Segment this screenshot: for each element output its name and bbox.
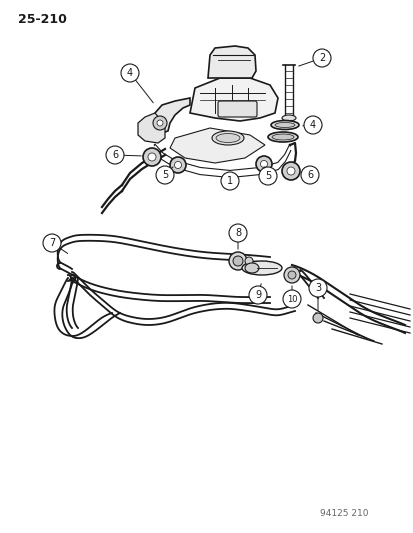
Text: 4: 4 (127, 68, 133, 78)
Text: 1: 1 (226, 176, 233, 186)
Text: 8: 8 (234, 228, 240, 238)
Text: 25-210: 25-210 (18, 13, 67, 26)
Ellipse shape (211, 131, 243, 145)
Ellipse shape (242, 261, 281, 275)
Text: 9: 9 (254, 290, 261, 300)
Circle shape (43, 234, 61, 252)
Circle shape (312, 49, 330, 67)
Circle shape (121, 64, 139, 82)
Polygon shape (150, 98, 190, 133)
Circle shape (106, 146, 124, 164)
Circle shape (255, 156, 271, 172)
Polygon shape (138, 113, 165, 143)
Text: 7: 7 (49, 238, 55, 248)
Ellipse shape (267, 132, 297, 142)
Ellipse shape (274, 123, 294, 127)
Text: 2: 2 (318, 53, 324, 63)
Circle shape (156, 166, 173, 184)
Circle shape (312, 313, 322, 323)
Polygon shape (190, 78, 277, 121)
Circle shape (260, 160, 267, 167)
Circle shape (153, 116, 166, 130)
Polygon shape (207, 46, 255, 78)
Circle shape (228, 224, 247, 242)
Ellipse shape (244, 263, 259, 273)
Circle shape (233, 256, 242, 266)
Ellipse shape (271, 120, 298, 130)
Circle shape (308, 279, 326, 297)
FancyBboxPatch shape (218, 101, 256, 117)
Circle shape (157, 120, 163, 126)
Polygon shape (170, 128, 264, 163)
Ellipse shape (271, 134, 293, 140)
Polygon shape (291, 265, 404, 333)
Circle shape (303, 116, 321, 134)
Text: 5: 5 (264, 171, 271, 181)
Polygon shape (72, 272, 294, 325)
Polygon shape (154, 145, 289, 177)
Circle shape (286, 167, 294, 175)
Circle shape (259, 167, 276, 185)
Circle shape (147, 153, 156, 161)
Polygon shape (57, 235, 269, 275)
Circle shape (174, 161, 181, 168)
Text: 6: 6 (112, 150, 118, 160)
Text: 5: 5 (161, 170, 168, 180)
Circle shape (281, 162, 299, 180)
Circle shape (287, 271, 295, 279)
Circle shape (282, 290, 300, 308)
Circle shape (142, 148, 161, 166)
Ellipse shape (281, 115, 295, 121)
Text: 3: 3 (314, 283, 320, 293)
Circle shape (170, 157, 185, 173)
Text: 6: 6 (306, 170, 312, 180)
Text: 10: 10 (286, 295, 297, 303)
Circle shape (244, 257, 252, 265)
Text: 94125 210: 94125 210 (319, 509, 368, 518)
Circle shape (300, 166, 318, 184)
Circle shape (283, 267, 299, 283)
Circle shape (248, 286, 266, 304)
Circle shape (228, 252, 247, 270)
Text: 4: 4 (309, 120, 315, 130)
Circle shape (221, 172, 238, 190)
Ellipse shape (216, 133, 240, 142)
Polygon shape (72, 275, 269, 303)
